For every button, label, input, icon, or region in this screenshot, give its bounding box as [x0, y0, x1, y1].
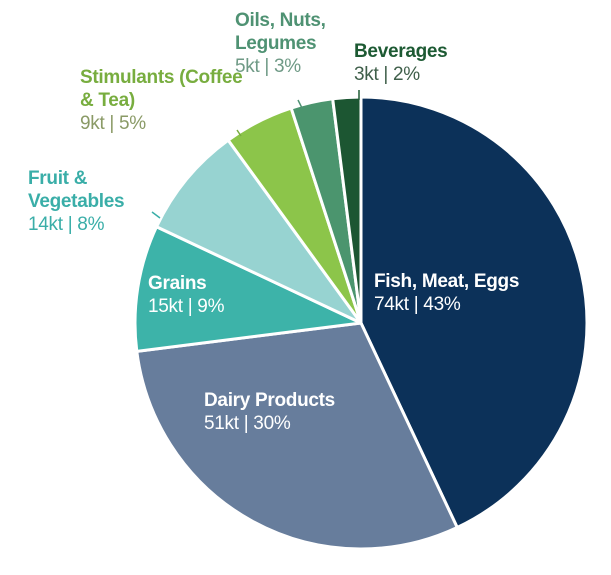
- slice-name: Oils, Nuts, Legumes: [235, 10, 326, 54]
- slice-name: Fish, Meat, Eggs: [374, 271, 520, 292]
- leader-line: [297, 99, 303, 109]
- slice-value: 3kt | 2%: [354, 64, 420, 85]
- slice-name: Stimulants (Coffee & Tea): [80, 67, 243, 111]
- label-beverages: Beverages 3kt | 2%: [354, 40, 448, 86]
- slice-name: Dairy Products: [204, 390, 335, 411]
- slice-value: 74kt | 43%: [374, 294, 461, 315]
- leader-line: [236, 129, 242, 137]
- slice-name: Beverages: [354, 41, 448, 62]
- pie-slice-grains: [133, 225, 363, 353]
- slice-value: 5kt | 3%: [235, 56, 301, 77]
- slice-value: 15kt | 9%: [148, 296, 225, 317]
- slice-name: Grains: [148, 273, 207, 294]
- slice-name: Fruit & Vegetables: [28, 168, 125, 212]
- label-oils-nuts-legumes: Oils, Nuts, Legumes 5kt | 3%: [235, 9, 345, 78]
- slice-value: 14kt | 8%: [28, 214, 105, 235]
- label-dairy-products: Dairy Products 51kt | 30%: [204, 389, 335, 435]
- slice-value: 51kt | 30%: [204, 413, 291, 434]
- label-fruit-vegetables: Fruit & Vegetables 14kt | 8%: [28, 167, 168, 236]
- label-grains: Grains 15kt | 9%: [148, 272, 224, 318]
- pie-slice-fruit-vegetables: [155, 138, 363, 325]
- pie-slice-beverages: [331, 95, 363, 325]
- pie-slice-dairy-products: [135, 321, 459, 551]
- pie-slice-fish-meat-eggs: [359, 95, 589, 529]
- label-stimulants: Stimulants (Coffee & Tea) 9kt | 5%: [80, 66, 245, 135]
- slice-value: 9kt | 5%: [80, 113, 146, 134]
- leader-line: [151, 211, 161, 219]
- label-fish-meat-eggs: Fish, Meat, Eggs 74kt | 43%: [374, 270, 519, 316]
